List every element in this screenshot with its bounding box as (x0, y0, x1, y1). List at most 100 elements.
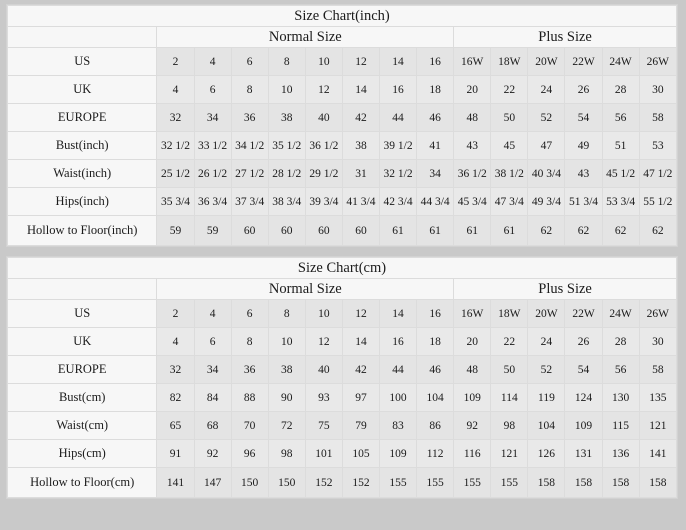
table-cell: 92 (453, 411, 492, 440)
table-cell: 14 (378, 47, 418, 76)
table-cell: 26W (638, 47, 678, 76)
table-cell: 61 (490, 215, 529, 246)
table-cell: 18W (490, 47, 529, 76)
group-header-blank (6, 26, 158, 48)
table-cell: 18 (416, 327, 455, 356)
table-cell: 38 (267, 103, 306, 132)
group-header-plus-size: Plus Size (453, 26, 677, 48)
table-cell: 92 (193, 439, 232, 468)
table-cell: 4 (193, 299, 232, 328)
table-cell: 16 (378, 327, 418, 356)
table-cell: 60 (341, 215, 381, 246)
table-cell: 12 (341, 47, 381, 76)
table-cell: 14 (341, 75, 381, 104)
table-cell: 42 (341, 355, 381, 384)
table-cell: 37 3/4 (230, 187, 269, 216)
table-cell: 79 (341, 411, 381, 440)
table-cell: 150 (230, 467, 269, 498)
table-cell: 34 (416, 159, 455, 188)
table-cell: 44 3/4 (416, 187, 455, 216)
table-cell: 115 (601, 411, 640, 440)
table-cell: 60 (304, 215, 343, 246)
table-cell: 43 (453, 131, 492, 160)
table-cell: 22 (490, 75, 529, 104)
table-cell: 101 (304, 439, 343, 468)
table-cell: 35 1/2 (267, 131, 306, 160)
table-cell: 158 (527, 467, 566, 498)
table-cell: 131 (564, 439, 603, 468)
table-cell: 44 (378, 355, 418, 384)
table-cell: 45 3/4 (453, 187, 492, 216)
table-cell: 48 (453, 103, 492, 132)
table-row: Waist(cm) 65 68 70 72 75 79 83 86 92 98 104 109 115 12… (6, 411, 678, 440)
table-row: Hips(cm) 91 92 96 98 101 105 109 112 116 121 126 131… (6, 439, 678, 468)
row-label: UK (6, 75, 158, 104)
table-cell: 6 (230, 299, 269, 328)
table-cell: 2 (156, 47, 195, 76)
table-cell: 119 (527, 383, 566, 412)
table-cell: 126 (527, 439, 566, 468)
table-cell: 116 (453, 439, 492, 468)
table-cell: 20 (453, 75, 492, 104)
table-cell: 34 1/2 (230, 131, 269, 160)
table-cell: 36 1/2 (453, 159, 492, 188)
row-label: Hollow to Floor(inch) (6, 215, 158, 246)
table-cell: 155 (378, 467, 418, 498)
table-cell: 8 (267, 47, 306, 76)
group-header-normal-size: Normal Size (156, 26, 455, 48)
table-row: EUROPE 32 34 36 38 40 42 44 46 48 50 52 54 56 58 (6, 103, 678, 132)
table-cell: 16W (453, 299, 492, 328)
table-cell: 31 (341, 159, 381, 188)
table-cell: 24W (601, 299, 640, 328)
table-cell: 47 1/2 (638, 159, 678, 188)
table-row: UK 4 6 8 10 12 14 16 18 20 22 24 26 28 30 (6, 327, 678, 356)
table-cell: 40 (304, 103, 343, 132)
table-cell: 96 (230, 439, 269, 468)
table-cell: 152 (304, 467, 343, 498)
table-cell: 45 (490, 131, 529, 160)
table-cell: 121 (638, 411, 678, 440)
table-cell: 98 (490, 411, 529, 440)
table-cell: 109 (564, 411, 603, 440)
table-cell: 22W (564, 299, 603, 328)
table-row: Waist(inch) 25 1/2 26 1/2 27 1/2 28 1/2 29 1/… (6, 159, 678, 188)
table-cell: 90 (267, 383, 306, 412)
table-cell: 24W (601, 47, 640, 76)
table-cell: 155 (416, 467, 455, 498)
table-cell: 12 (304, 75, 343, 104)
table-cell: 82 (156, 383, 195, 412)
row-label: US (6, 299, 158, 328)
table-cell: 12 (341, 299, 381, 328)
table-cell: 52 (527, 355, 566, 384)
table-row: US 2 4 6 8 10 12 14 16 16W 18W 20W 22W 24W 26W (6, 299, 678, 328)
table-cell: 40 3/4 (527, 159, 566, 188)
table-cell: 29 1/2 (304, 159, 343, 188)
table-cell: 38 3/4 (267, 187, 306, 216)
table-cell: 152 (341, 467, 381, 498)
table-cell: 158 (601, 467, 640, 498)
table-cell: 91 (156, 439, 195, 468)
table-cell: 36 (230, 355, 269, 384)
chart-title: Size Chart(inch) (7, 5, 677, 27)
table-cell: 43 (564, 159, 603, 188)
table-cell: 147 (193, 467, 232, 498)
table-cell: 26 (564, 327, 603, 356)
table-cell: 16 (378, 75, 418, 104)
table-cell: 100 (378, 383, 418, 412)
table-cell: 62 (527, 215, 566, 246)
table-cell: 59 (156, 215, 195, 246)
table-cell: 25 1/2 (156, 159, 195, 188)
table-cell: 8 (267, 299, 306, 328)
table-cell: 130 (601, 383, 640, 412)
size-chart-inch-table: Size Chart(inch) Normal Size Plus Size US 2 4… (6, 5, 678, 246)
table-cell: 12 (304, 327, 343, 356)
table-cell: 24 (527, 75, 566, 104)
table-cell: 56 (601, 355, 640, 384)
table-cell: 16 (416, 299, 455, 328)
table-cell: 32 (156, 355, 195, 384)
table-cell: 38 1/2 (490, 159, 529, 188)
table-cell: 155 (490, 467, 529, 498)
table-cell: 124 (564, 383, 603, 412)
table-cell: 35 3/4 (156, 187, 195, 216)
row-label: Hips(cm) (6, 439, 158, 468)
